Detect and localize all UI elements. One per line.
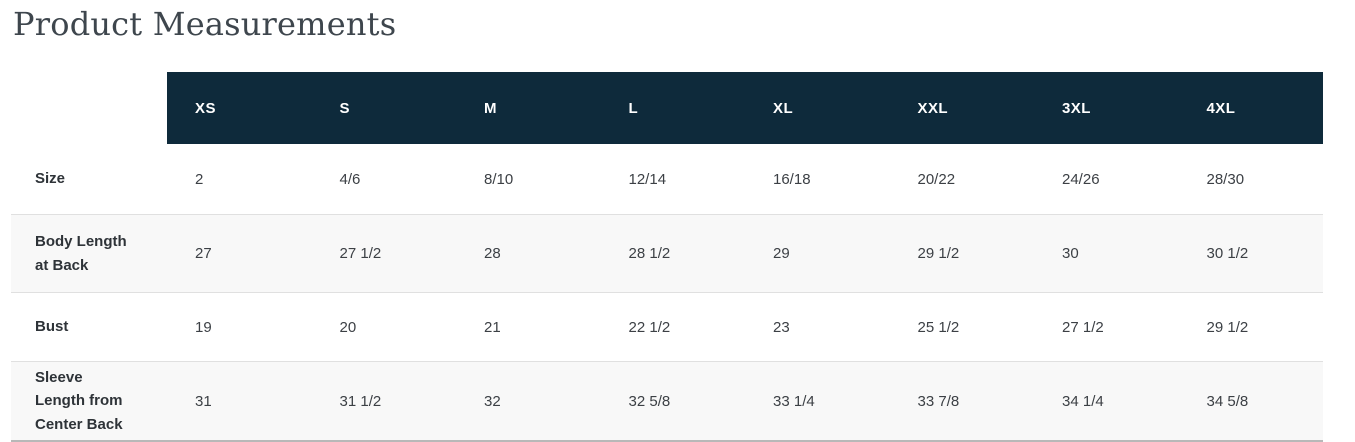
measurement-value: 33 7/8 xyxy=(917,392,960,410)
measurement-value: 28 1/2 xyxy=(628,245,671,262)
measurement-value: 20/22 xyxy=(917,170,956,188)
measurement-value: 32 5/8 xyxy=(628,392,671,410)
measurement-value: 20 xyxy=(339,318,357,336)
measurement-value: 25 1/2 xyxy=(917,318,960,336)
measurement-value: 31 1/2 xyxy=(339,392,382,410)
table-row: Size 2 4/6 8/10 12/14 16/18 20/22 24/26 28/30 xyxy=(11,144,1323,214)
row-label: Sleeve Length from Center Back xyxy=(35,369,123,433)
row-label: Size xyxy=(35,170,66,188)
measurement-value: 30 xyxy=(1062,245,1079,262)
measurement-value: 27 1/2 xyxy=(1062,318,1104,336)
page-title: Product Measurements xyxy=(13,5,397,43)
measurement-value: 32 xyxy=(484,392,501,410)
measurement-value: 28/30 xyxy=(1206,170,1245,188)
table-body: Size 2 4/6 8/10 12/14 16/18 20/22 24/26 28/30 Bod… xyxy=(11,144,1323,442)
table-row: Body Length at Back 27 27 1/2 28 28 1/2 29 29 … xyxy=(11,214,1323,293)
column-header-4xl: 4XL xyxy=(1178,72,1323,144)
measurement-value: 30 1/2 xyxy=(1206,245,1249,262)
measurement-value: 2 xyxy=(195,170,204,188)
header-corner-cell xyxy=(11,72,167,144)
measurement-value: 28 xyxy=(484,245,501,262)
measurement-value: 24/26 xyxy=(1062,170,1100,188)
table-row: Bust 19 20 21 22 1/2 23 25 1/2 27 1/2 29 1/2 xyxy=(11,293,1323,361)
row-label: Bust xyxy=(35,318,69,336)
measurement-value: 8/10 xyxy=(484,170,514,188)
column-header-xxl: XXL xyxy=(889,72,1034,144)
measurements-table: XS S M L XL XXL 3XL 4XL Size 2 4/6 8/10 12/14 16/18 2… xyxy=(11,72,1323,442)
measurement-value: 27 1/2 xyxy=(339,245,382,262)
column-header-m: M xyxy=(456,72,601,144)
measurement-value: 4/6 xyxy=(339,170,361,188)
table-row: Sleeve Length from Center Back 31 31 1/2 32… xyxy=(11,361,1323,442)
measurement-value: 22 1/2 xyxy=(628,318,671,336)
measurement-value: 16/18 xyxy=(773,170,811,188)
measurement-value: 19 xyxy=(195,318,212,336)
column-header-xs: XS xyxy=(167,72,312,144)
measurement-value: 12/14 xyxy=(628,170,667,188)
measurement-value: 34 1/4 xyxy=(1062,392,1104,410)
column-header-s: S xyxy=(311,72,456,144)
measurement-value: 33 1/4 xyxy=(773,392,815,410)
measurement-value: 29 1/2 xyxy=(917,245,960,262)
measurement-value: 31 xyxy=(195,392,212,410)
row-label: Body Length at Back xyxy=(35,233,127,274)
column-header-3xl: 3XL xyxy=(1034,72,1179,144)
measurement-value: 29 xyxy=(773,245,790,262)
measurement-value: 34 5/8 xyxy=(1206,392,1249,410)
column-header-l: L xyxy=(600,72,745,144)
measurement-value: 23 xyxy=(773,318,790,336)
measurement-value: 21 xyxy=(484,318,501,336)
column-header-xl: XL xyxy=(745,72,890,144)
table-header-row: XS S M L XL XXL 3XL 4XL xyxy=(11,72,1323,144)
measurement-value: 27 xyxy=(195,245,212,262)
measurement-value: 29 1/2 xyxy=(1206,318,1249,336)
